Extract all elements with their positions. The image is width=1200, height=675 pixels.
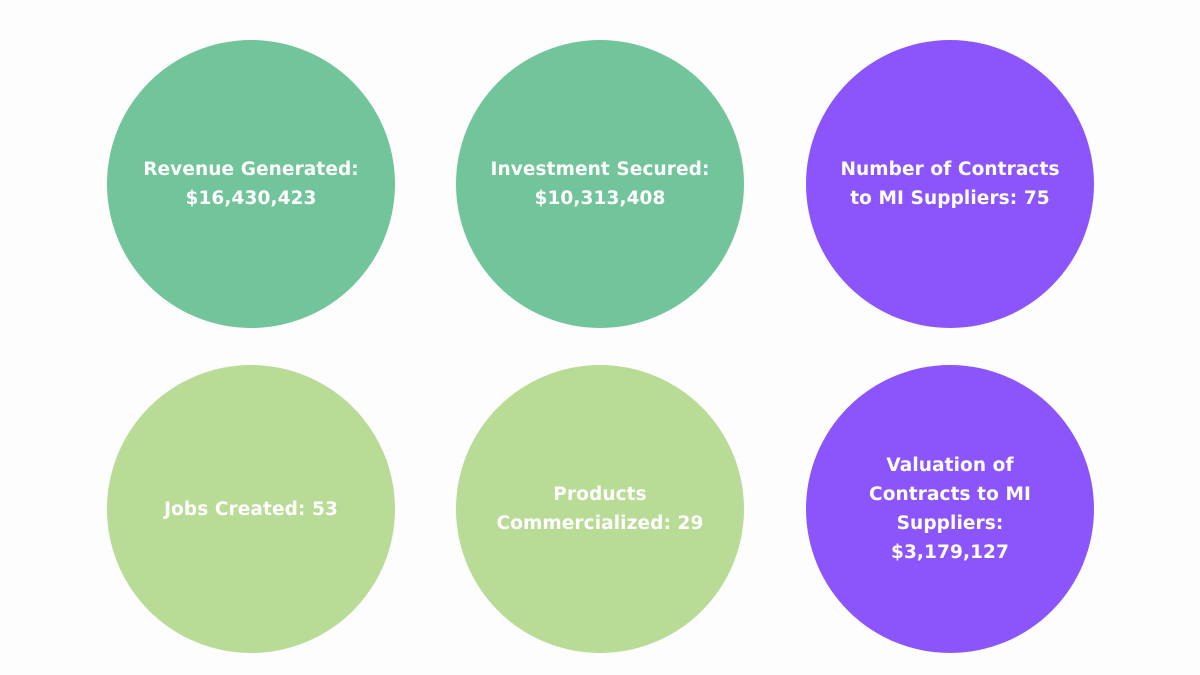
stat-label-revenue: Revenue Generated: $16,430,423 — [143, 155, 359, 213]
stat-line: to MI Suppliers: 75 — [850, 188, 1050, 209]
stat-circle-investment: Investment Secured: $10,313,408 — [456, 40, 744, 328]
stat-line: Commercialized: 29 — [496, 513, 704, 534]
stat-line: Investment Secured: — [490, 159, 710, 180]
stat-label-jobs: Jobs Created: 53 — [164, 495, 338, 524]
stat-line: $3,179,127 — [890, 542, 1010, 563]
stat-circle-contracts: Number of Contracts to MI Suppliers: 75 — [806, 40, 1094, 328]
stat-circle-valuation: Valuation of Contracts to MI Suppliers: … — [806, 365, 1094, 653]
stat-line: Revenue Generated: — [143, 159, 359, 180]
stat-label-valuation: Valuation of Contracts to MI Suppliers: … — [869, 451, 1031, 567]
stat-line: $16,430,423 — [185, 188, 317, 209]
stat-circle-revenue: Revenue Generated: $16,430,423 — [107, 40, 395, 328]
stat-circle-jobs: Jobs Created: 53 — [107, 365, 395, 653]
stat-circle-products: Products Commercialized: 29 — [456, 365, 744, 653]
stat-label-investment: Investment Secured: $10,313,408 — [490, 155, 709, 213]
stat-line: Products — [553, 484, 647, 505]
stat-line: Number of Contracts — [840, 159, 1060, 180]
stat-label-contracts: Number of Contracts to MI Suppliers: 75 — [840, 155, 1059, 213]
stat-line: Jobs Created: 53 — [164, 498, 338, 520]
stat-label-products: Products Commercialized: 29 — [497, 480, 704, 538]
stat-line: Valuation of — [886, 455, 1014, 476]
stat-line: $10,313,408 — [534, 188, 666, 209]
stat-line: Suppliers: — [896, 513, 1004, 534]
stat-line: Contracts to MI — [869, 484, 1031, 505]
